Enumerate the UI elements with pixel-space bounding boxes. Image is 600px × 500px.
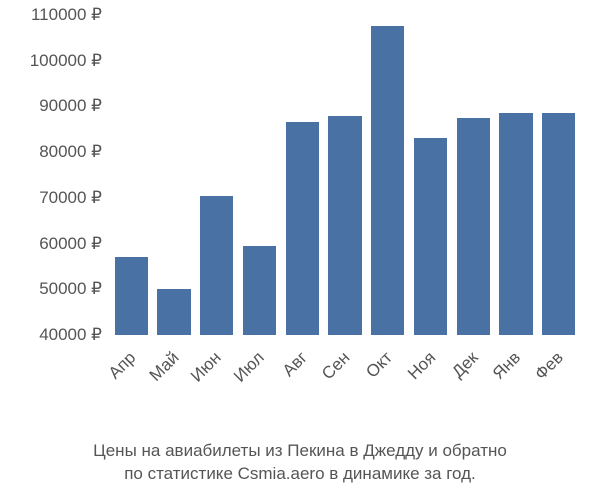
y-tick-label: 80000 ₽ [39, 142, 102, 162]
x-tick-label: Дек [448, 348, 482, 382]
chart-container: 40000 ₽ 50000 ₽ 60000 ₽ 70000 ₽ 80000 ₽ 90000… [0, 0, 600, 500]
x-tick-label: Фев [531, 348, 567, 384]
x-tick-label: Янв [489, 348, 525, 384]
bar [371, 26, 404, 335]
bar [286, 122, 319, 335]
caption-line-2: по статистике Csmia.aero в динамике за г… [124, 464, 476, 483]
bar [243, 246, 276, 335]
x-tick-label: Авг [278, 348, 311, 381]
chart-wrap: 40000 ₽ 50000 ₽ 60000 ₽ 70000 ₽ 80000 ₽ 90000… [0, 0, 600, 430]
bar [499, 113, 532, 335]
bar [542, 113, 575, 335]
x-tick-label: Сен [318, 348, 354, 384]
y-tick-label: 110000 ₽ [31, 5, 102, 25]
x-tick-label: Ноя [404, 348, 440, 384]
x-tick-label: Апр [105, 348, 140, 383]
x-tick-label: Окт [362, 348, 396, 382]
bar [115, 257, 148, 335]
plot-area: 40000 ₽50000 ₽60000 ₽70000 ₽80000 ₽90000… [110, 15, 580, 335]
y-tick-label: 70000 ₽ [39, 188, 102, 208]
x-tick-label: Май [145, 348, 183, 386]
y-tick-label: 100000 ₽ [30, 51, 102, 71]
bars-group [110, 15, 580, 335]
x-tick-label: Июн [187, 348, 225, 386]
bar [157, 289, 190, 335]
y-tick-label: 40000 ₽ [39, 325, 102, 345]
y-tick-label: 50000 ₽ [39, 279, 102, 299]
bar [457, 118, 490, 335]
y-tick-label: 90000 ₽ [39, 96, 102, 116]
caption-line-1: Цены на авиабилеты из Пекина в Джедду и … [93, 441, 507, 460]
y-tick-label: 60000 ₽ [39, 234, 102, 254]
bar [200, 196, 233, 335]
bar [414, 138, 447, 335]
x-tick-label: Июл [230, 348, 269, 387]
bar [328, 116, 361, 335]
chart-caption: Цены на авиабилеты из Пекина в Джедду и … [0, 440, 600, 486]
